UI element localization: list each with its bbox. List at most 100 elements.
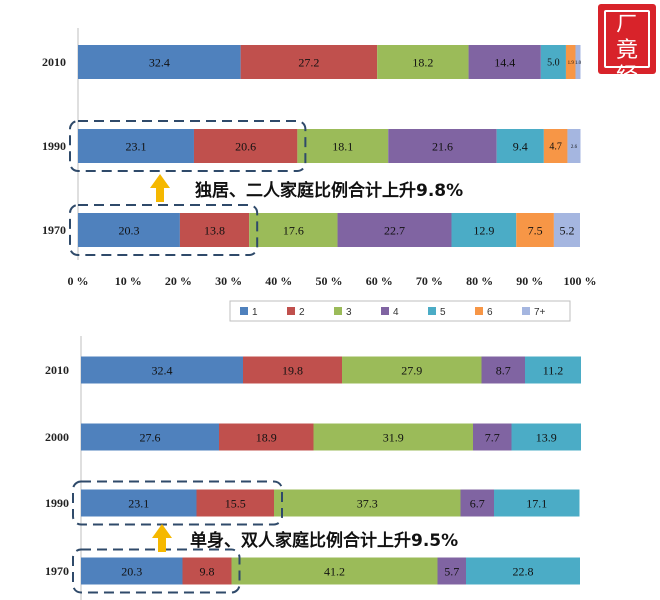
bar-segment — [565, 45, 576, 79]
bar-segment — [481, 356, 525, 384]
bar-segment — [437, 557, 466, 585]
highlight-box — [69, 120, 307, 172]
bar-segment — [240, 45, 378, 79]
bar-segment — [274, 489, 461, 517]
data-label: 5.0 — [547, 58, 560, 69]
up-arrow-icon — [152, 524, 172, 552]
bar-segment — [553, 213, 580, 247]
data-label: 20.3 — [121, 564, 142, 578]
data-label: 9.4 — [513, 139, 528, 153]
data-label: 23.1 — [128, 496, 149, 510]
bar-segment — [249, 213, 338, 247]
category-label: 2010 — [42, 55, 66, 69]
data-label: 13.9 — [536, 430, 557, 444]
data-label: 2.6 — [571, 145, 578, 150]
bar-segment — [193, 129, 298, 163]
data-label: 11.2 — [543, 363, 564, 377]
data-label: 17.1 — [526, 496, 547, 510]
data-label: 41.2 — [324, 564, 345, 578]
bar-segment — [342, 356, 482, 384]
bar-segment — [81, 557, 183, 585]
data-label: 18.2 — [412, 55, 433, 69]
legend-swatch — [240, 307, 248, 315]
x-tick-label: 90 % — [516, 274, 543, 288]
data-label: 1.0 — [575, 61, 582, 66]
legend-label: 6 — [487, 307, 493, 318]
x-tick-label: 20 % — [165, 274, 192, 288]
bar-segment — [377, 45, 469, 79]
data-label: 6.7 — [470, 496, 485, 510]
data-label: 18.9 — [256, 430, 277, 444]
bar-segment — [466, 557, 580, 585]
bar-segment — [313, 423, 473, 451]
data-label: 5.7 — [444, 564, 459, 578]
bar-segment — [81, 423, 219, 451]
category-label: 2000 — [45, 430, 69, 444]
legend-label: 1 — [252, 307, 258, 318]
data-label: 32.4 — [152, 363, 173, 377]
highlight-box — [72, 480, 283, 526]
x-tick-label: 80 % — [466, 274, 493, 288]
data-label: 14.4 — [494, 55, 515, 69]
data-label: 7.5 — [528, 223, 543, 237]
data-label: 9.8 — [200, 564, 215, 578]
bar-segment — [219, 423, 314, 451]
data-label: 23.1 — [125, 139, 146, 153]
legend-label: 5 — [440, 307, 446, 318]
data-label: 8.7 — [496, 363, 511, 377]
bar-segment — [78, 213, 180, 247]
bar-segment — [496, 129, 544, 163]
bar-segment — [196, 489, 274, 517]
legend-label: 7+ — [534, 307, 546, 318]
data-label: 15.5 — [225, 496, 246, 510]
data-label: 19.8 — [282, 363, 303, 377]
bar-segment — [494, 489, 580, 517]
bar-segment — [468, 45, 541, 79]
data-label: 31.9 — [383, 430, 404, 444]
category-label: 1970 — [45, 564, 69, 578]
x-tick-label: 50 % — [316, 274, 343, 288]
legend-box — [229, 300, 571, 322]
bar-segment — [388, 129, 497, 163]
annotation-text: 独居、二人家庭比例合计上升9.8% — [195, 180, 463, 201]
bar-segment — [243, 356, 342, 384]
data-label: 12.9 — [473, 223, 494, 237]
data-label: 27.2 — [298, 55, 319, 69]
data-label: 32.4 — [149, 55, 170, 69]
legend-swatch — [428, 307, 436, 315]
legend-swatch — [287, 307, 295, 315]
category-label: 1990 — [42, 139, 66, 153]
legend-label: 2 — [299, 307, 305, 318]
legend-swatch — [334, 307, 342, 315]
bar-segment — [81, 356, 243, 384]
x-tick-label: 30 % — [215, 274, 242, 288]
legend-swatch — [381, 307, 389, 315]
x-tick-label: 10 % — [115, 274, 142, 288]
bar-segment — [473, 423, 512, 451]
legend-swatch — [522, 307, 530, 315]
bar-segment — [460, 489, 494, 517]
data-label: 21.6 — [432, 139, 453, 153]
legend-swatch — [475, 307, 483, 315]
bar-segment — [575, 45, 581, 79]
data-label: 18.1 — [332, 139, 353, 153]
legend-label: 3 — [346, 307, 352, 318]
data-label: 4.7 — [549, 142, 562, 153]
up-arrow-icon — [150, 174, 170, 202]
data-label: 5.2 — [559, 223, 574, 237]
data-label: 7.7 — [485, 430, 500, 444]
bar-segment — [231, 557, 438, 585]
watermark-stamp: ㄏ竟经 — [598, 4, 656, 89]
data-label: 20.3 — [118, 223, 139, 237]
x-tick-label: 40 % — [265, 274, 292, 288]
x-tick-label: 70 % — [416, 274, 443, 288]
data-label: 13.8 — [204, 223, 225, 237]
category-label: 2010 — [45, 363, 69, 377]
category-label: 1970 — [42, 223, 66, 237]
category-label: 1990 — [45, 496, 69, 510]
highlight-box — [72, 548, 241, 594]
bar-segment — [525, 356, 581, 384]
data-label: 27.6 — [140, 430, 161, 444]
bar-segment — [543, 129, 568, 163]
